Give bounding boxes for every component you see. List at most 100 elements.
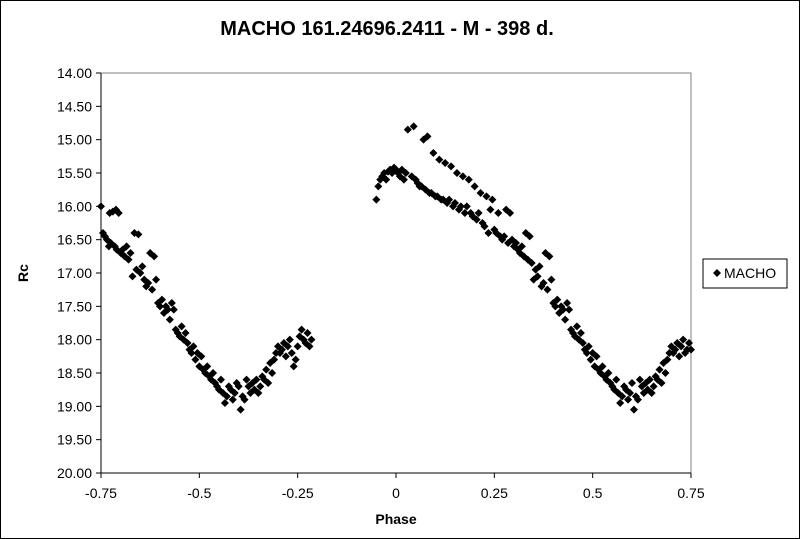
data-point <box>511 239 520 247</box>
data-point <box>409 122 418 131</box>
y-tick-label: 20.00 <box>57 465 92 481</box>
data-point <box>533 272 542 281</box>
y-tick-label: 19.50 <box>57 432 92 448</box>
data-point <box>598 362 607 371</box>
data-point <box>460 209 469 217</box>
y-tick-label: 15.00 <box>57 132 92 148</box>
data-point <box>675 352 684 361</box>
y-axis-ticks: 14.00 14.50 15.00 15.50 16.00 16.50 17.00 17.50… <box>57 65 101 481</box>
data-point <box>177 322 186 331</box>
data-point <box>687 345 695 354</box>
data-point <box>303 329 312 337</box>
data-point <box>482 192 491 201</box>
y-tick-label: 15.50 <box>57 165 92 181</box>
data-point <box>242 375 251 384</box>
data-point <box>553 295 562 304</box>
data-point <box>403 125 412 134</box>
data-point <box>539 279 548 287</box>
data-point <box>169 305 178 314</box>
data-point <box>305 342 314 351</box>
data-point <box>547 275 556 284</box>
data-point <box>456 202 465 211</box>
plot-area <box>100 72 692 474</box>
data-point <box>635 375 644 384</box>
data-point <box>576 329 585 337</box>
data-point <box>254 389 263 397</box>
data-point <box>488 195 497 204</box>
data-point <box>464 175 473 184</box>
data-point <box>374 182 383 191</box>
data-point <box>458 172 467 181</box>
data-point <box>586 355 595 364</box>
data-point <box>124 255 133 264</box>
data-point <box>136 269 145 277</box>
data-point <box>517 242 526 251</box>
y-tick-label: 16.50 <box>57 232 92 248</box>
data-point <box>561 315 570 324</box>
data-point <box>187 349 196 357</box>
data-point <box>661 369 670 377</box>
data-point <box>584 342 593 351</box>
data-point <box>283 342 292 351</box>
data-point <box>152 275 161 284</box>
x-tick-label: -0.25 <box>282 485 314 501</box>
data-point <box>462 202 471 211</box>
data-point <box>572 322 581 331</box>
data-point <box>228 395 237 404</box>
data-point <box>157 295 166 304</box>
data-point <box>525 232 534 241</box>
data-point <box>270 355 279 364</box>
data-point <box>297 325 306 334</box>
data-point <box>645 375 654 384</box>
data-point <box>150 252 159 261</box>
x-tick-label: 0.75 <box>677 485 704 501</box>
data-point <box>372 195 381 204</box>
data-point <box>685 339 694 347</box>
data-point <box>189 342 198 351</box>
data-point <box>604 369 613 377</box>
data-point <box>138 262 147 271</box>
data-point <box>592 352 601 361</box>
data-point <box>626 389 635 397</box>
data-point <box>480 222 489 231</box>
data-point <box>545 252 554 261</box>
x-tick-label: 0 <box>392 485 400 501</box>
x-tick-label: 0.25 <box>481 485 508 501</box>
data-point <box>220 399 229 407</box>
data-point <box>612 375 621 384</box>
y-tick-label: 14.00 <box>57 65 92 81</box>
data-point <box>291 355 300 364</box>
data-point <box>209 369 218 377</box>
data-point <box>262 365 271 374</box>
data-point <box>565 305 574 314</box>
data-point <box>248 379 257 387</box>
data-point <box>401 169 410 177</box>
data-point <box>527 259 536 267</box>
data-point <box>647 389 656 397</box>
data-point <box>445 195 454 204</box>
data-point <box>293 342 302 351</box>
data-point <box>122 242 131 251</box>
data-point <box>114 209 123 217</box>
data-point <box>559 305 568 314</box>
data-point <box>452 169 461 177</box>
x-tick-label: -0.5 <box>187 485 211 501</box>
data-point <box>281 352 290 361</box>
y-tick-label: 18.50 <box>57 365 92 381</box>
data-point <box>649 382 658 391</box>
data-point <box>97 202 105 211</box>
data-point <box>222 392 231 401</box>
data-point <box>486 205 495 214</box>
data-point <box>156 302 164 311</box>
data-point <box>429 149 438 157</box>
data-point <box>506 209 515 217</box>
data-point <box>120 252 129 261</box>
data-point <box>657 379 666 387</box>
data-point <box>183 339 192 347</box>
data-point <box>671 345 680 354</box>
data-point <box>252 375 261 384</box>
data-point <box>240 395 249 404</box>
x-tick-label: 0.5 <box>583 485 603 501</box>
data-point <box>451 199 459 207</box>
